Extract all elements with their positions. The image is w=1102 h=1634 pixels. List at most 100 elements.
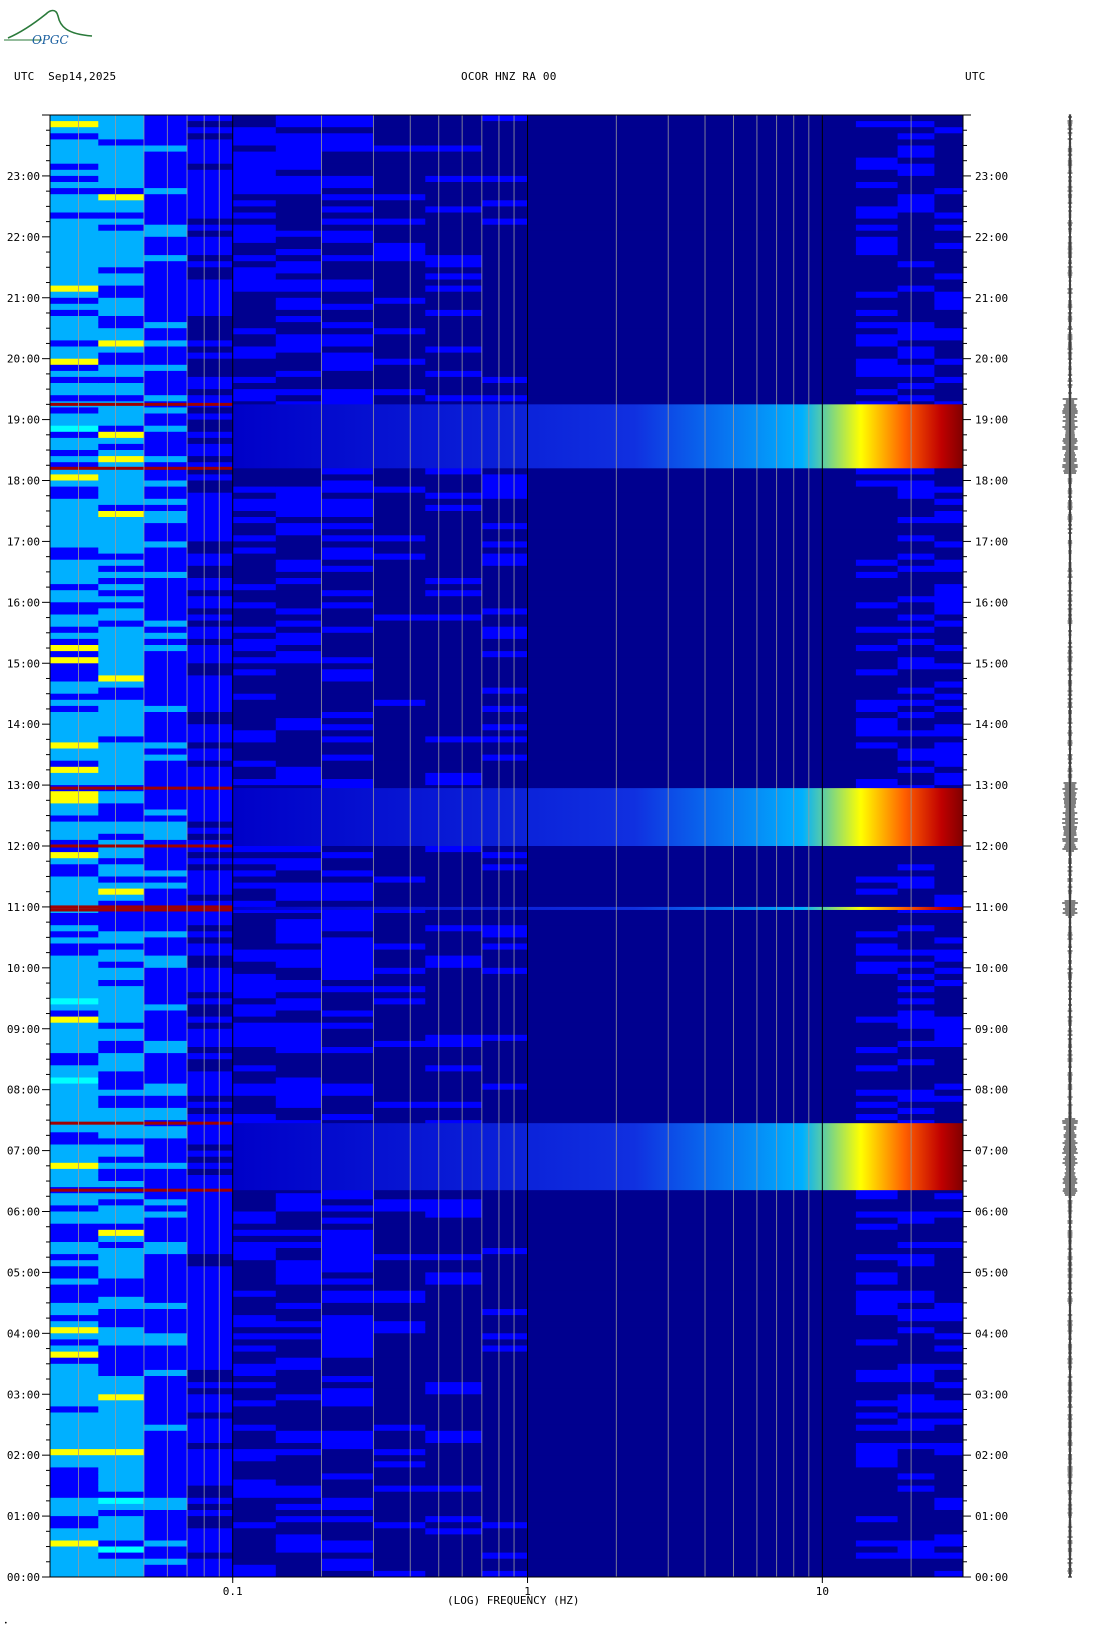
spectrogram-cell bbox=[808, 255, 857, 262]
spectrogram-cell bbox=[644, 1071, 706, 1078]
spectrogram-cell bbox=[187, 815, 234, 822]
spectrogram-cell bbox=[808, 1552, 857, 1560]
spectrogram-cell bbox=[232, 188, 277, 195]
spectrogram-cell bbox=[934, 1503, 963, 1511]
spectrogram-cell bbox=[373, 1369, 426, 1377]
spectrogram-cell bbox=[50, 1193, 99, 1200]
spectrogram-cell bbox=[644, 1552, 706, 1560]
spectrogram-cell bbox=[808, 663, 857, 670]
spectrogram-cell bbox=[425, 553, 483, 561]
spectrogram-cell bbox=[98, 1467, 145, 1474]
spectrogram-cell bbox=[321, 163, 374, 171]
spectrogram-cell bbox=[321, 127, 374, 134]
spectrogram-cell bbox=[481, 297, 529, 305]
spectrogram-cell bbox=[425, 699, 483, 707]
spectrogram-cell bbox=[934, 718, 963, 725]
spectrogram-cell bbox=[425, 1199, 483, 1206]
spectrogram-cell bbox=[756, 1199, 810, 1206]
spectrogram-cell bbox=[321, 1272, 374, 1279]
spectrogram-cell bbox=[897, 858, 935, 865]
spectrogram-cell bbox=[187, 791, 234, 798]
spectrogram-cell bbox=[527, 1510, 580, 1517]
spectrogram-cell bbox=[756, 961, 810, 969]
spectrogram-cell bbox=[579, 504, 646, 512]
spectrogram-cell bbox=[232, 498, 277, 506]
spectrogram-cell bbox=[527, 261, 580, 268]
spectrogram-cell bbox=[808, 1040, 857, 1048]
spectrogram-cell bbox=[644, 334, 706, 341]
spectrogram-cell bbox=[705, 249, 758, 256]
spectrogram-cell bbox=[705, 1376, 758, 1383]
spectrogram-cell bbox=[527, 852, 580, 859]
spectrogram-cell bbox=[934, 1552, 963, 1560]
spectrogram-cell bbox=[644, 1436, 706, 1444]
spectrogram-cell bbox=[187, 437, 234, 445]
spectrogram-cell bbox=[98, 1485, 145, 1493]
spectrogram-cell bbox=[321, 115, 374, 122]
spectrogram-cell bbox=[144, 443, 188, 451]
spectrogram-cell bbox=[425, 1534, 483, 1541]
spectrogram-cell bbox=[425, 1357, 483, 1365]
spectrogram-cell bbox=[855, 121, 899, 128]
spectrogram-cell bbox=[50, 1254, 99, 1261]
spectrogram-cell bbox=[855, 931, 899, 938]
spectrogram-cell bbox=[644, 370, 706, 378]
spectrogram-cell bbox=[934, 1510, 963, 1517]
spectrogram-cell bbox=[855, 218, 899, 226]
y-tick-label-right: 11:00 bbox=[975, 901, 1008, 914]
spectrogram-cell bbox=[705, 1187, 758, 1194]
spectrogram-cell bbox=[756, 742, 810, 749]
spectrogram-cell bbox=[98, 1534, 145, 1541]
spectrogram-cell bbox=[321, 1418, 374, 1426]
spectrogram-cell bbox=[481, 523, 529, 530]
spectrogram-cell bbox=[481, 565, 529, 573]
spectrogram-cell bbox=[275, 620, 322, 628]
spectrogram-cell bbox=[373, 913, 426, 920]
spectrogram-cell bbox=[756, 358, 810, 366]
spectrogram-cell bbox=[144, 145, 188, 152]
spectrogram-cell bbox=[897, 255, 935, 262]
spectrogram-cell bbox=[98, 571, 145, 579]
spectrogram-cell bbox=[144, 200, 188, 207]
spectrogram-cell bbox=[756, 316, 810, 323]
spectrogram-cell bbox=[855, 632, 899, 640]
spectrogram-cell bbox=[232, 1272, 277, 1279]
spectrogram-cell bbox=[425, 291, 483, 299]
spectrogram-cell bbox=[579, 638, 646, 646]
spectrogram-cell bbox=[144, 699, 188, 707]
spectrogram-cell bbox=[808, 346, 857, 353]
spectrogram-cell bbox=[579, 1516, 646, 1523]
spectrogram-cell bbox=[644, 584, 706, 591]
spectrogram-cell bbox=[934, 712, 963, 719]
spectrogram-cell bbox=[187, 1461, 234, 1468]
y-tick-label-right: 04:00 bbox=[975, 1327, 1008, 1340]
spectrogram-cell bbox=[897, 998, 935, 1005]
spectrogram-cell bbox=[934, 876, 963, 883]
spectrogram-cell bbox=[808, 1339, 857, 1346]
spectrogram-cell bbox=[373, 681, 426, 688]
spectrogram-cell bbox=[855, 693, 899, 701]
spectrogram-cell bbox=[98, 541, 145, 548]
spectrogram-cell bbox=[579, 151, 646, 159]
spectrogram-cell bbox=[321, 1552, 374, 1560]
spectrogram-cell bbox=[808, 1053, 857, 1060]
spectrogram-cell bbox=[756, 1534, 810, 1541]
spectrogram-cell bbox=[756, 913, 810, 920]
spectrogram-cell bbox=[98, 1047, 145, 1054]
spectrogram-cell bbox=[425, 1388, 483, 1395]
spectrogram-cell bbox=[808, 973, 857, 981]
spectrogram-cell bbox=[897, 712, 935, 719]
spectrogram-cell bbox=[275, 559, 322, 567]
spectrogram-cell bbox=[50, 961, 99, 969]
y-tick-label-right: 09:00 bbox=[975, 1023, 1008, 1036]
spectrogram-cell bbox=[855, 255, 899, 262]
spectrogram-cell bbox=[98, 1516, 145, 1523]
spectrogram-cell bbox=[187, 1059, 234, 1066]
spectrogram-cell bbox=[897, 1290, 935, 1298]
spectrogram-cell bbox=[579, 584, 646, 591]
spectrogram-cell bbox=[579, 578, 646, 585]
spectrogram-cell bbox=[144, 578, 188, 585]
spectrogram-cell bbox=[644, 267, 706, 274]
spectrogram-cell bbox=[705, 657, 758, 664]
spectrogram-cell bbox=[527, 1321, 580, 1328]
